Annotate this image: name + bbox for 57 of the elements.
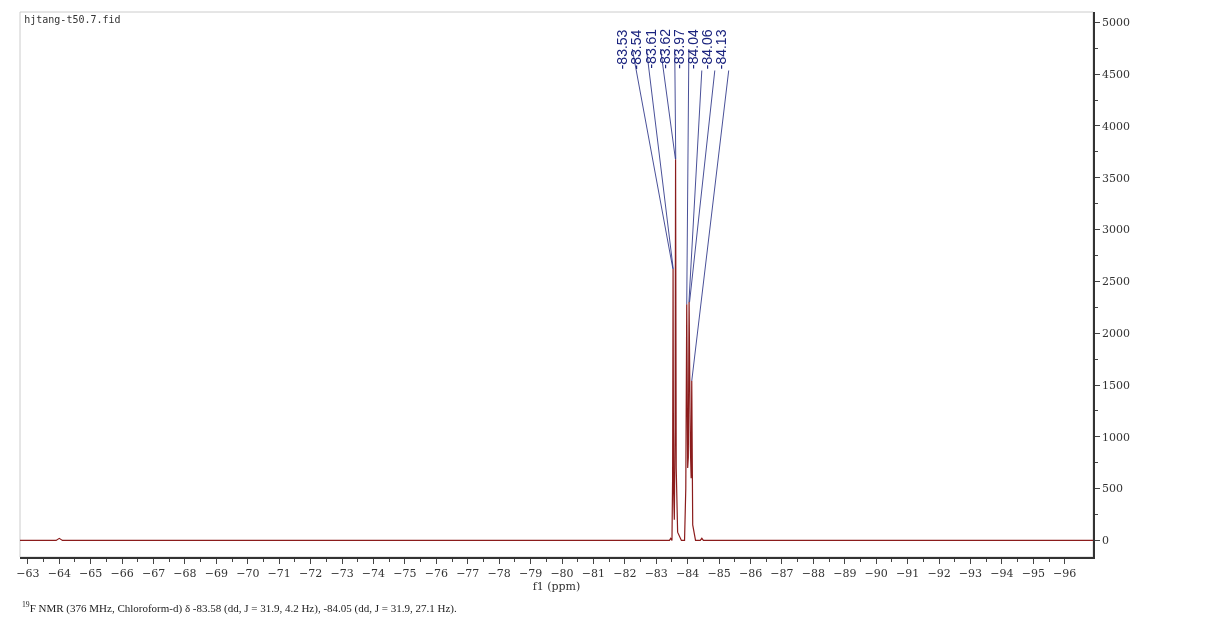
chart-title: hjtang-t50.7.fid bbox=[24, 13, 121, 25]
annotation: -83.62 bbox=[656, 28, 673, 69]
y-tick-label: 0 bbox=[1101, 534, 1109, 548]
x-tick-label: −64 bbox=[47, 566, 71, 580]
x-tick-label: −78 bbox=[487, 566, 511, 580]
x-tick-label: −87 bbox=[770, 566, 794, 580]
y-tick-label: 2500 bbox=[1101, 275, 1130, 289]
y-tick-label: 5000 bbox=[1101, 16, 1130, 30]
y-tick-label: 500 bbox=[1101, 482, 1123, 496]
line-series bbox=[20, 158, 1093, 542]
x-tick-label: −83 bbox=[644, 566, 668, 580]
annotation: -83.61 bbox=[642, 28, 659, 69]
text: $^{19}$F NMR (376 MHz, Chloroform-d) δ -83.58 (dd, J = 31.9, 4.2 Hz), -84.05 (dd, J = 31.9, 27.1 Hz). bbox=[22, 600, 457, 615]
x-tick-label: −86 bbox=[738, 566, 763, 580]
x-tick-label: −75 bbox=[393, 566, 417, 580]
y-tick-label: 1000 bbox=[1101, 430, 1130, 444]
x-axis-title: f1 (ppm) bbox=[532, 579, 581, 593]
annotation: -83.97 bbox=[670, 28, 687, 69]
x-tick-label: −81 bbox=[581, 566, 606, 580]
x-tick-label: −79 bbox=[518, 566, 543, 580]
x-tick-label: −80 bbox=[550, 566, 574, 580]
x-tick-label: −77 bbox=[456, 566, 480, 580]
x-tick-label: −67 bbox=[141, 566, 166, 580]
x-tick-label: −65 bbox=[79, 566, 103, 580]
x-tick-label: −90 bbox=[864, 566, 888, 580]
x-tick-label: −76 bbox=[424, 566, 448, 580]
x-tick-label: −74 bbox=[361, 566, 386, 580]
x-tick-label: −66 bbox=[110, 566, 134, 580]
annotation: -84.04 bbox=[685, 29, 702, 69]
y-tick-label: 1500 bbox=[1101, 378, 1130, 392]
y-tick-label: 3000 bbox=[1101, 223, 1130, 237]
annotation: -84.06 bbox=[699, 29, 716, 70]
annotation: -83.54 bbox=[628, 29, 645, 70]
x-tick-label: −63 bbox=[16, 566, 40, 580]
x-tick-label: −89 bbox=[833, 566, 857, 580]
x-tick-label: −84 bbox=[676, 566, 700, 580]
y-tick-label: 4000 bbox=[1101, 119, 1130, 133]
annotation: -83.53 bbox=[614, 29, 631, 70]
x-tick-label: −95 bbox=[1021, 566, 1045, 580]
x-tick-label: −70 bbox=[236, 566, 260, 580]
x-tick-label: −85 bbox=[707, 566, 731, 580]
x-tick-label: −91 bbox=[896, 566, 920, 580]
x-tick-label: −72 bbox=[299, 566, 323, 580]
x-tick-label: −96 bbox=[1053, 566, 1077, 580]
x-tick-label: −92 bbox=[927, 566, 951, 580]
y-tick-label: 4500 bbox=[1101, 68, 1130, 82]
annotation: -84.13 bbox=[713, 29, 730, 70]
x-tick-label: −73 bbox=[330, 566, 354, 580]
x-tick-label: −71 bbox=[267, 566, 291, 580]
x-tick-label: −69 bbox=[204, 566, 228, 580]
x-tick-label: −82 bbox=[613, 566, 637, 580]
y-tick-label: 3500 bbox=[1101, 171, 1130, 185]
y-tick-label: 2000 bbox=[1101, 327, 1130, 341]
x-tick-label: −93 bbox=[958, 566, 983, 580]
x-tick-label: −68 bbox=[173, 566, 197, 580]
x-tick-label: −88 bbox=[801, 566, 825, 580]
x-tick-label: −94 bbox=[990, 566, 1014, 580]
